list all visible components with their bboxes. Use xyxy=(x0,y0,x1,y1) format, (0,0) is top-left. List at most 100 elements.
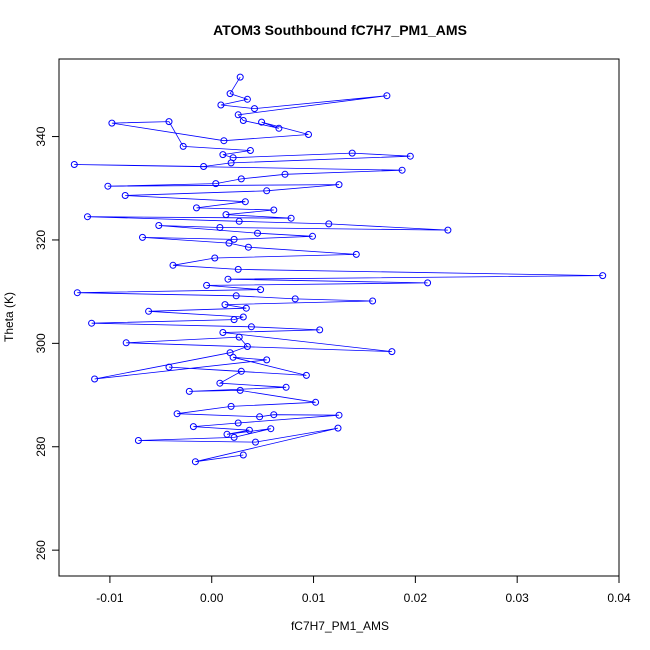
data-point xyxy=(230,235,238,243)
data-point xyxy=(200,163,208,170)
data-point xyxy=(221,301,229,309)
y-axis: 260 280 300 320 340 xyxy=(34,126,60,560)
data-point xyxy=(236,73,244,81)
data-point xyxy=(599,272,607,280)
data-point xyxy=(212,180,220,188)
data-point xyxy=(243,95,251,103)
data-point xyxy=(242,304,250,312)
data-point xyxy=(258,118,266,126)
data-point xyxy=(398,166,406,174)
data-point xyxy=(281,170,289,178)
data-point xyxy=(287,214,295,222)
data-point xyxy=(223,430,231,438)
data-point xyxy=(84,213,91,221)
data-point xyxy=(232,292,240,300)
data-point xyxy=(282,383,290,391)
y-axis-title: Theta (K) xyxy=(2,292,16,342)
data-point xyxy=(334,424,342,432)
series-line xyxy=(74,76,603,463)
data-point xyxy=(352,250,360,258)
x-tick-label: 0.00 xyxy=(200,591,224,605)
data-point xyxy=(70,161,78,168)
data-point xyxy=(165,363,173,371)
data-point xyxy=(309,232,316,240)
data-point xyxy=(335,181,343,189)
data-point xyxy=(169,261,177,269)
data-point xyxy=(219,329,227,336)
data-point xyxy=(224,275,232,283)
data-point xyxy=(189,423,197,431)
data-point xyxy=(257,286,265,294)
data-point xyxy=(263,356,271,364)
y-tick-label: 320 xyxy=(34,230,48,250)
data-point xyxy=(335,411,343,419)
data-point xyxy=(444,226,452,234)
data-point xyxy=(108,119,116,127)
chart-title: ATOM3 Southbound fC7H7_PM1_AMS xyxy=(213,22,467,38)
data-point xyxy=(217,101,225,109)
data-point xyxy=(302,371,310,379)
data-point xyxy=(312,398,320,406)
data-point xyxy=(227,402,235,410)
x-tick-label: -0.01 xyxy=(96,591,124,605)
data-point xyxy=(211,254,219,262)
data-point xyxy=(173,410,181,418)
data-point xyxy=(244,243,252,251)
data-point xyxy=(104,182,112,190)
data-point xyxy=(220,137,228,145)
x-tick-label: 0.02 xyxy=(404,591,428,605)
data-point xyxy=(256,413,264,421)
data-point xyxy=(235,333,243,341)
data-point xyxy=(325,220,333,228)
data-point xyxy=(348,149,356,157)
data-point xyxy=(234,111,242,119)
data-point xyxy=(239,451,247,459)
data-point xyxy=(239,313,247,321)
data-point xyxy=(252,438,259,446)
data-point xyxy=(91,375,99,383)
data-point xyxy=(383,92,391,100)
data-point xyxy=(73,289,81,297)
x-axis-title: fC7H7_PM1_AMS xyxy=(291,619,389,633)
data-point xyxy=(235,217,243,225)
data-point xyxy=(203,281,211,289)
data-point xyxy=(219,151,227,159)
data-point xyxy=(234,265,242,273)
y-tick-label: 280 xyxy=(34,436,48,456)
data-point xyxy=(251,105,258,113)
data-point xyxy=(185,387,193,395)
x-tick-label: 0.01 xyxy=(302,591,326,605)
data-point xyxy=(216,379,224,387)
x-tick-label: 0.03 xyxy=(506,591,530,605)
data-point xyxy=(230,433,238,441)
y-tick-label: 260 xyxy=(34,540,48,560)
y-tick-label: 340 xyxy=(34,126,48,146)
y-tick-label: 300 xyxy=(34,333,48,353)
data-point xyxy=(291,295,299,303)
data-point xyxy=(193,204,200,212)
data-point xyxy=(179,142,187,150)
data-point xyxy=(165,118,173,126)
data-point xyxy=(225,239,233,247)
data-point xyxy=(270,411,278,419)
x-tick-label: 0.04 xyxy=(607,591,631,605)
data-point xyxy=(424,279,432,287)
data-point xyxy=(263,187,271,195)
data-point xyxy=(369,297,377,305)
data-point xyxy=(227,159,235,167)
data-point xyxy=(234,419,242,427)
data-point xyxy=(155,222,163,229)
x-axis: -0.01 0.00 0.01 0.02 0.03 0.04 xyxy=(96,575,631,605)
data-point xyxy=(254,229,261,237)
data-point xyxy=(229,353,237,361)
data-point xyxy=(267,425,275,433)
data-point xyxy=(406,152,414,160)
data-point xyxy=(241,198,249,206)
data-point xyxy=(145,307,153,315)
data-point xyxy=(122,339,130,347)
data-point xyxy=(121,192,129,199)
series-layer xyxy=(70,73,607,466)
data-point xyxy=(243,343,251,350)
